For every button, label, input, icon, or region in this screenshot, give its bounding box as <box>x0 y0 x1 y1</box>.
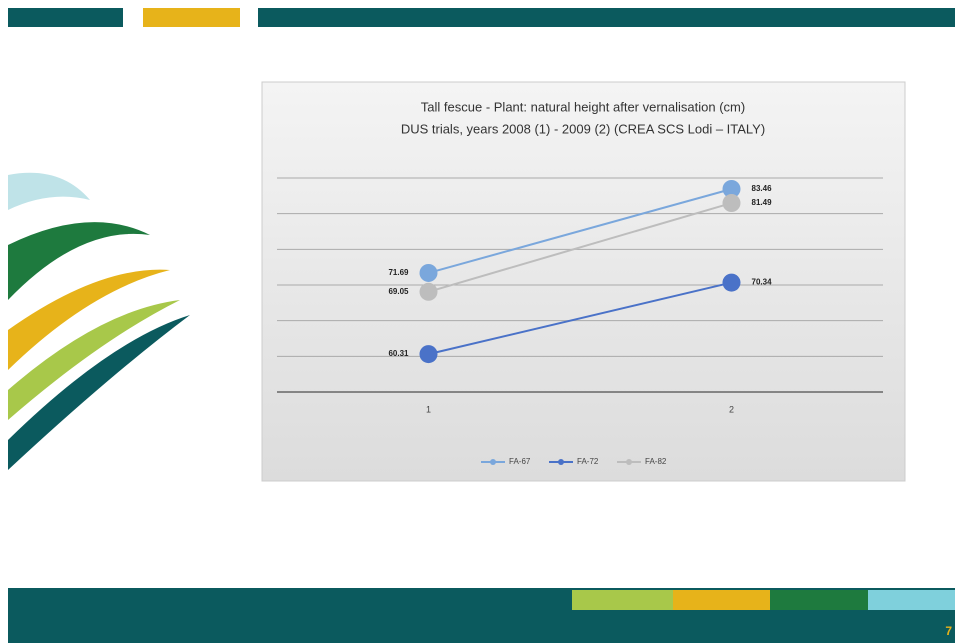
point <box>419 263 438 282</box>
point <box>419 282 438 301</box>
series-line <box>428 281 732 356</box>
chart-area <box>261 81 906 482</box>
point <box>722 194 741 213</box>
top-bar <box>8 8 123 27</box>
point <box>722 179 741 198</box>
data-label: 83.46 <box>752 184 773 193</box>
page-number: 7 <box>945 624 952 638</box>
data-label: 70.34 <box>752 278 773 287</box>
series-line <box>428 202 732 293</box>
legend-label: FA-72 <box>577 457 599 466</box>
data-label: 69.05 <box>388 287 409 296</box>
legend-marker <box>626 459 632 465</box>
data-label: 71.69 <box>388 268 409 277</box>
x-tick-label: 2 <box>729 404 734 414</box>
swoosh-decoration <box>8 172 190 470</box>
top-bar <box>143 8 240 27</box>
point <box>722 273 741 292</box>
legend-label: FA-67 <box>509 457 531 466</box>
data-label: 60.31 <box>388 349 409 358</box>
legend-marker <box>490 459 496 465</box>
color-strip <box>572 590 673 610</box>
color-strip <box>673 590 770 610</box>
data-label: 81.49 <box>752 198 773 207</box>
legend-label: FA-82 <box>645 457 667 466</box>
x-tick-label: 1 <box>426 404 431 414</box>
color-strip <box>770 590 868 610</box>
chart-title: Tall fescue - Plant: natural height afte… <box>421 99 745 114</box>
chart: Tall fescue - Plant: natural height afte… <box>277 99 883 466</box>
legend-marker <box>558 459 564 465</box>
chart-subtitle: DUS trials, years 2008 (1) - 2009 (2) (C… <box>401 121 765 136</box>
point <box>419 345 438 364</box>
top-bar <box>258 8 955 27</box>
color-strip <box>868 590 955 610</box>
series-line <box>428 188 732 274</box>
